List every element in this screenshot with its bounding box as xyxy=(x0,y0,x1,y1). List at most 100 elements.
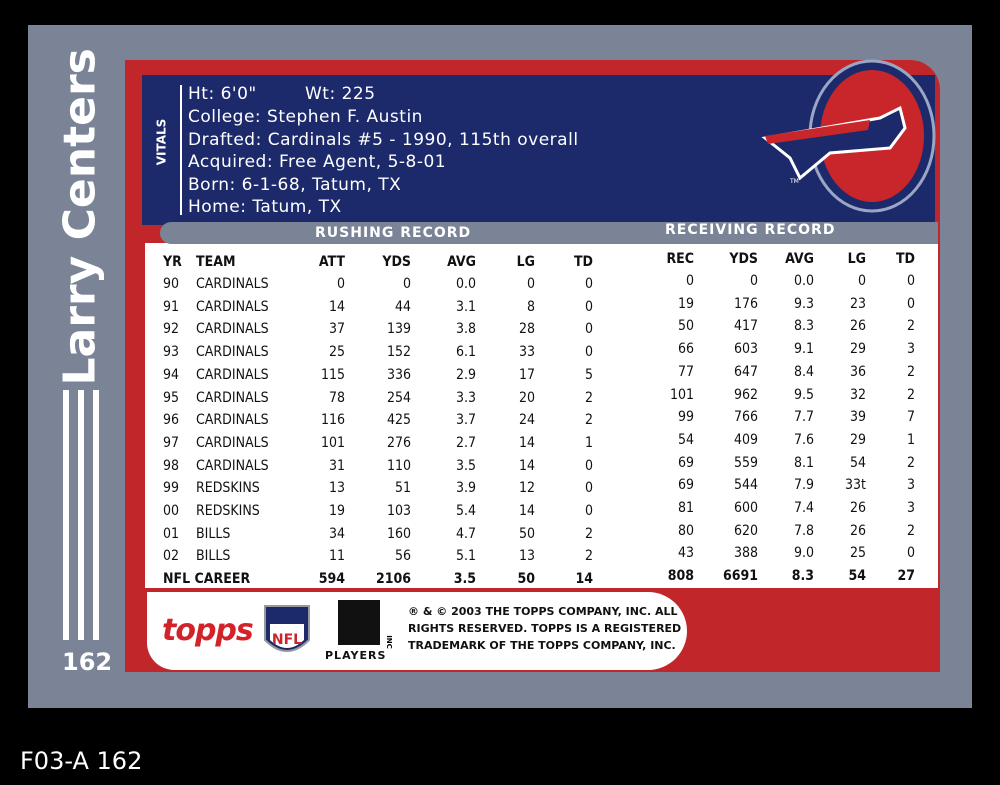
receiving-cell: 0 xyxy=(906,295,915,312)
logo-tm: TM xyxy=(789,178,799,185)
rushing-cell: 95 xyxy=(163,389,180,406)
receiving-cell: 29 xyxy=(849,431,866,448)
rushing-career: 3.5 xyxy=(453,571,476,588)
rushing-cell: BILLS xyxy=(196,525,231,542)
rushing-cell: 3.5 xyxy=(455,457,476,474)
rushing-career: NFL CAREER xyxy=(163,571,251,588)
receiving-career: 6691 xyxy=(722,568,758,585)
stripe xyxy=(63,390,69,640)
rushing-cell: 92 xyxy=(163,321,180,338)
receiving-cell: 9.0 xyxy=(793,545,814,562)
receiving-cell: 0.0 xyxy=(793,273,814,289)
receiving-cell: 33t xyxy=(845,477,866,494)
rushing-career: 594 xyxy=(318,571,345,588)
rushing-cell: 0.0 xyxy=(455,276,476,292)
receiving-cell: 3 xyxy=(906,341,915,358)
receiving-cell: 417 xyxy=(733,318,758,335)
receiving-cell: 29 xyxy=(849,341,866,358)
topps-logo: topps xyxy=(162,613,254,648)
rushing-header: LG xyxy=(516,254,535,270)
vitals-rule xyxy=(180,85,182,215)
nfl-logo: NFL xyxy=(272,632,302,648)
receiving-header: TD xyxy=(895,251,915,267)
rushing-cell: 98 xyxy=(163,457,180,474)
rushing-cell: 336 xyxy=(386,366,411,383)
rushing-cell: 78 xyxy=(328,389,345,406)
rushing-cell: 3.8 xyxy=(455,321,476,338)
rushing-cell: CARDINALS xyxy=(196,344,269,361)
rushing-cell: CARDINALS xyxy=(196,434,269,451)
rushing-cell: 91 xyxy=(163,298,180,315)
receiving-cell: 620 xyxy=(733,522,758,539)
receiving-cell: 54 xyxy=(677,431,694,448)
rushing-header: YR xyxy=(163,254,182,270)
rushing-cell: CARDINALS xyxy=(196,412,269,429)
rushing-title: RUSHING RECORD xyxy=(315,225,472,241)
rushing-header: TEAM xyxy=(196,254,236,270)
receiving-cell: 2 xyxy=(906,363,915,380)
receiving-title: RECEIVING RECORD xyxy=(665,222,836,238)
rushing-cell: BILLS xyxy=(196,548,231,565)
vitals-line: Born: 6-1-68, Tatum, TX xyxy=(188,174,402,195)
receiving-cell: 3 xyxy=(906,477,915,494)
receiving-cell: 101 xyxy=(669,386,694,403)
rushing-cell: 0 xyxy=(584,480,593,497)
vitals-height: Ht: 6'0" xyxy=(188,84,257,104)
rushing-cell: 2 xyxy=(584,525,593,542)
receiving-cell: 66 xyxy=(677,341,694,358)
receiving-cell: 8.1 xyxy=(793,454,814,471)
vitals-label: VITALS xyxy=(154,118,169,166)
rushing-cell: 14 xyxy=(518,503,535,519)
receiving-cell: 7.9 xyxy=(793,477,814,494)
receiving-cell: 26 xyxy=(849,522,866,539)
receiving-cell: 9.3 xyxy=(793,295,814,312)
rushing-cell: 2.7 xyxy=(455,434,476,451)
footer xyxy=(147,592,687,670)
rushing-cell: 0 xyxy=(584,321,593,338)
rushing-cell: 51 xyxy=(394,480,411,497)
copyright-line: TRADEMARK OF THE TOPPS COMPANY, INC. xyxy=(408,639,676,652)
stripe xyxy=(78,390,84,640)
rushing-cell: 20 xyxy=(518,389,535,406)
rushing-career: 14 xyxy=(575,571,593,588)
rushing-header: YDS xyxy=(382,254,411,270)
header-band xyxy=(160,222,938,244)
rushing-cell: 0 xyxy=(584,344,593,361)
rushing-cell: 5 xyxy=(584,366,593,383)
rushing-cell: 276 xyxy=(386,434,411,451)
receiving-cell: 0 xyxy=(906,273,915,289)
rushing-cell: 3.7 xyxy=(455,412,476,429)
rushing-cell: 24 xyxy=(518,412,535,429)
rushing-cell: 0 xyxy=(584,298,593,315)
vitals-line: Acquired: Free Agent, 5-8-01 xyxy=(188,152,447,172)
receiving-cell: 77 xyxy=(677,363,694,380)
receiving-cell: 7 xyxy=(906,409,915,426)
receiving-cell: 2 xyxy=(906,386,915,403)
rushing-cell: 5.4 xyxy=(455,503,476,519)
rushing-cell: 90 xyxy=(163,276,180,292)
inc-logo: INC xyxy=(384,635,393,649)
rushing-cell: 3.3 xyxy=(455,389,476,406)
rushing-cell: 425 xyxy=(386,412,411,429)
receiving-cell: 2 xyxy=(906,318,915,335)
rushing-cell: 28 xyxy=(518,321,535,338)
rushing-cell: 2 xyxy=(584,412,593,429)
rushing-career: 2106 xyxy=(375,571,411,588)
rushing-cell: 97 xyxy=(163,434,180,451)
rushing-cell: 101 xyxy=(320,434,345,451)
rushing-cell: 2 xyxy=(584,389,593,406)
receiving-cell: 7.8 xyxy=(793,522,814,539)
receiving-cell: 32 xyxy=(849,386,866,403)
receiving-header: REC xyxy=(666,251,694,267)
receiving-header: AVG xyxy=(785,251,814,267)
rushing-cell: 0 xyxy=(526,276,535,292)
receiving-cell: 9.1 xyxy=(793,341,814,358)
receiving-career: 54 xyxy=(848,568,866,585)
vitals-weight: Wt: 225 xyxy=(305,84,376,104)
rushing-cell: CARDINALS xyxy=(196,366,269,383)
receiving-career: 8.3 xyxy=(791,568,814,585)
rushing-cell: 116 xyxy=(320,412,345,429)
receiving-cell: 388 xyxy=(733,545,758,562)
rushing-career: 50 xyxy=(517,571,535,588)
